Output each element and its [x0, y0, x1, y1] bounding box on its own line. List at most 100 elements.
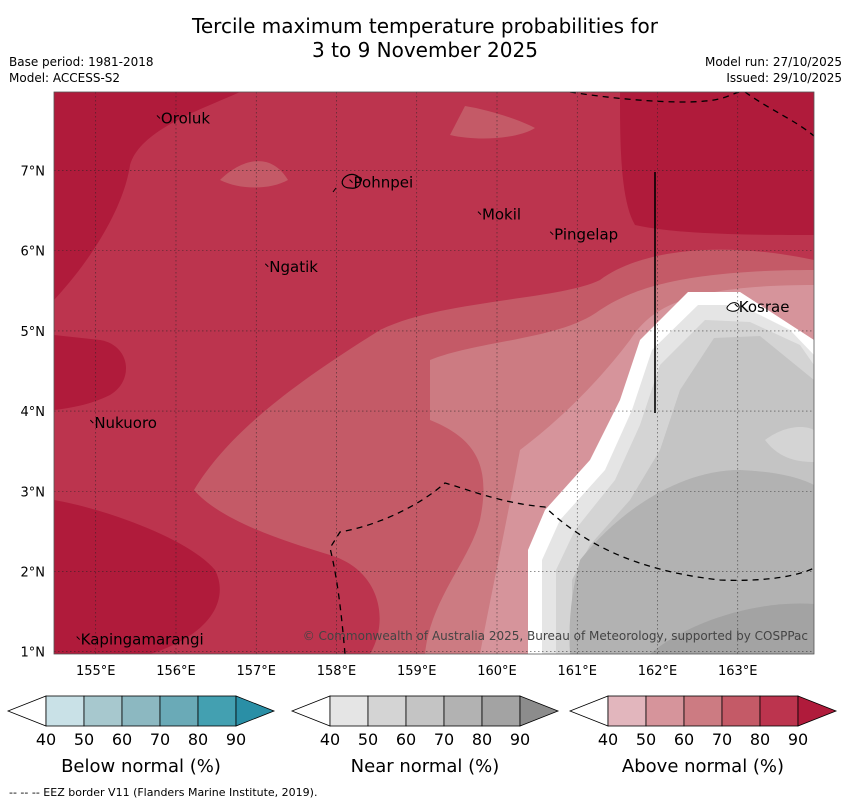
- place-marker: [734, 303, 739, 308]
- legend-tick: 40: [598, 730, 618, 749]
- latitude-label: 3°N: [21, 485, 46, 500]
- latitude-label: 6°N: [21, 245, 46, 260]
- legend-swatch: [519, 695, 560, 727]
- legend-tick: 50: [74, 730, 94, 749]
- latitude-label: 5°N: [21, 325, 46, 340]
- model-run: Model run: 27/10/2025: [704, 55, 842, 69]
- longitude-label: 156°E: [156, 664, 196, 679]
- field-above-90-ne: [620, 92, 814, 235]
- map-frame: [53, 91, 815, 655]
- legend-tick: 90: [226, 730, 246, 749]
- place-label: Kapingamarangi: [81, 631, 204, 649]
- legend-swatch: [83, 695, 123, 727]
- place-marker: [477, 211, 482, 216]
- place-label: Pohnpei: [354, 174, 414, 192]
- latitude-label: 2°N: [21, 565, 46, 580]
- legend-swatch: [683, 695, 723, 727]
- legend-swatch: [45, 695, 85, 727]
- longitude-label: 163°E: [718, 664, 758, 679]
- model-name: Model: ACCESS-S2: [9, 71, 121, 85]
- longitude-label: 155°E: [76, 664, 116, 679]
- probability-fields: Oroluk Pohnpei Mokil Pingelap Ngatik Kosrae Nu…: [54, 92, 814, 654]
- legend-swatch: [6, 695, 47, 727]
- latitude-label: 1°N: [21, 646, 46, 661]
- pohnpei-island-outline: [341, 173, 361, 189]
- base-period: Base period: 1981-2018: [9, 55, 154, 69]
- legend-tick: 90: [788, 730, 808, 749]
- legend-swatch: [759, 695, 799, 727]
- legend-tick: 60: [396, 730, 416, 749]
- legend-swatch: [290, 695, 331, 727]
- field-above-90-sw: [54, 500, 220, 654]
- field-near-70: [569, 470, 814, 654]
- field-above-70-b: [450, 106, 535, 139]
- legend-below-normal: 40 50 60 70 80 90 Below normal (%): [6, 695, 276, 777]
- meta-left: Base period: 1981-2018 Model: ACCESS-S2: [9, 54, 154, 86]
- field-above-70-a: [220, 161, 288, 188]
- latitude-labels: 1°N 2°N 3°N 4°N 5°N 6°N 7°N: [21, 165, 46, 661]
- place-label: Ngatik: [269, 258, 318, 276]
- place-marker: [549, 231, 554, 236]
- place-label: Nukuoro: [94, 414, 157, 432]
- legend-swatch: [121, 695, 161, 727]
- legend-swatch: [645, 695, 685, 727]
- legend-swatch: [405, 695, 445, 727]
- longitude-label: 158°E: [317, 664, 357, 679]
- longitude-label: 157°E: [236, 664, 276, 679]
- place-label: Pingelap: [554, 226, 618, 244]
- legend-near-normal: 40 50 60 70 80 90 Near normal (%): [290, 695, 560, 777]
- map-title: Tercile maximum temperature probabilitie…: [0, 14, 850, 62]
- longitude-label: 162°E: [638, 664, 678, 679]
- latitude-label: 4°N: [21, 405, 46, 420]
- legend: 40 50 60 70 80 90 Below normal (%) 40 50 60 70 80 9…: [6, 695, 838, 777]
- place-marker: [89, 419, 94, 424]
- eez-footnote: -- -- -- EEZ border V11 (Flanders Marine…: [9, 786, 318, 799]
- legend-swatch: [481, 695, 521, 727]
- legend-tick: 40: [36, 730, 56, 749]
- longitude-labels: 155°E 156°E 157°E 158°E 159°E 160°E 161°E 162°E…: [76, 664, 758, 679]
- legend-tick: 50: [636, 730, 656, 749]
- legend-title: Above normal (%): [622, 756, 784, 777]
- issued-date: Issued: 29/10/2025: [726, 71, 842, 85]
- probability-map: Oroluk Pohnpei Mokil Pingelap Ngatik Kosrae Nu…: [21, 91, 815, 679]
- legend-swatch: [329, 695, 369, 727]
- title-line-2: 3 to 9 November 2025: [312, 38, 538, 62]
- legend-swatch: [797, 695, 838, 727]
- legend-swatch: [568, 695, 609, 727]
- legend-tick: 70: [150, 730, 170, 749]
- legend-tick: 50: [358, 730, 378, 749]
- copyright-notice: © Commonwealth of Australia 2025, Bureau…: [303, 629, 808, 643]
- place-label: Kosrae: [739, 298, 790, 316]
- legend-swatch: [235, 695, 276, 727]
- graticule: [54, 92, 814, 654]
- place-label: Mokil: [482, 206, 521, 224]
- longitude-label: 161°E: [557, 664, 597, 679]
- legend-swatch: [159, 695, 199, 727]
- legend-swatch: [443, 695, 483, 727]
- legend-tick: 90: [510, 730, 530, 749]
- field-near-50-patch: [765, 427, 814, 462]
- field-above-90-west: [54, 335, 127, 410]
- legend-tick: 80: [188, 730, 208, 749]
- field-above-90-nw: [54, 92, 240, 300]
- legend-tick: 80: [750, 730, 770, 749]
- legend-tick: 60: [112, 730, 132, 749]
- legend-tick: 70: [434, 730, 454, 749]
- longitude-label: 160°E: [477, 664, 517, 679]
- place-marker: [349, 179, 353, 183]
- eez-border-south: [329, 482, 814, 654]
- meta-right: Model run: 27/10/2025 Issued: 29/10/2025: [705, 54, 842, 86]
- place-marker: [156, 115, 161, 119]
- legend-tick: 40: [320, 730, 340, 749]
- pohnpei-islet: [332, 187, 337, 193]
- legend-tick: 80: [472, 730, 492, 749]
- place-marker: [264, 263, 269, 268]
- eez-borders: [329, 92, 814, 654]
- legend-title: Near normal (%): [351, 756, 500, 777]
- legend-tick: 60: [674, 730, 694, 749]
- legend-swatch: [197, 695, 237, 727]
- title-line-1: Tercile maximum temperature probabilitie…: [192, 14, 658, 38]
- field-near-80: [650, 603, 814, 654]
- place-marker: [76, 636, 81, 640]
